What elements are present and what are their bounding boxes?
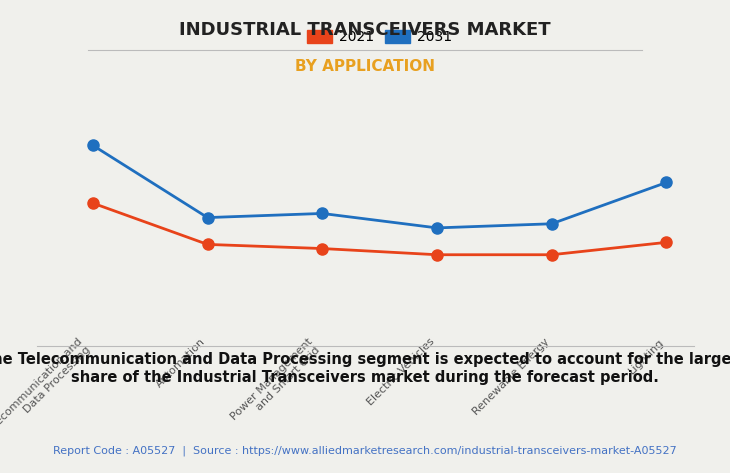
Text: The Telecommunication and Data Processing segment is expected to account for the: The Telecommunication and Data Processin… (0, 352, 730, 385)
Text: INDUSTRIAL TRANSCEIVERS MARKET: INDUSTRIAL TRANSCEIVERS MARKET (179, 21, 551, 39)
Text: BY APPLICATION: BY APPLICATION (295, 59, 435, 74)
Legend: 2021, 2031: 2021, 2031 (301, 25, 458, 50)
Text: Report Code : A05527  |  Source : https://www.alliedmarketresearch.com/industria: Report Code : A05527 | Source : https://… (53, 446, 677, 456)
